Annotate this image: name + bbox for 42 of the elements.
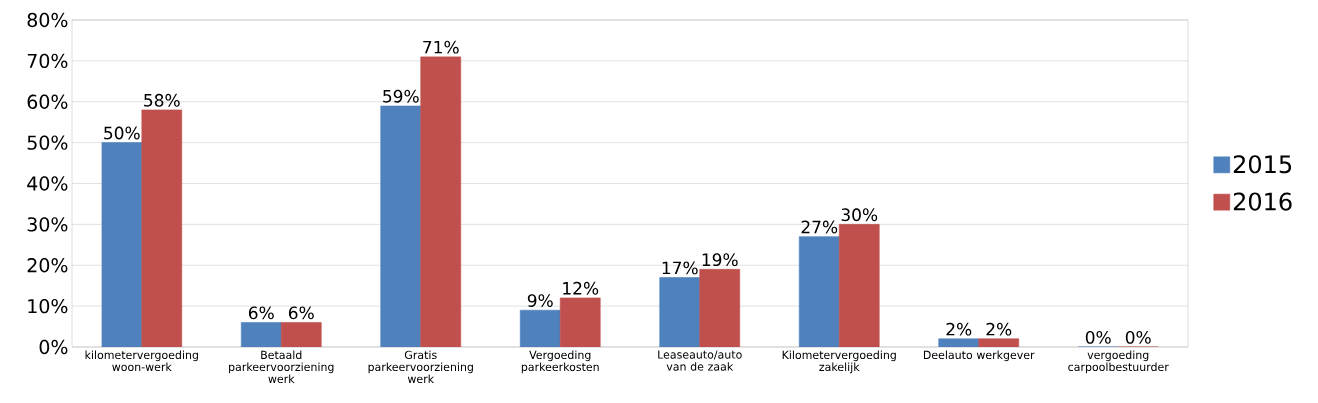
bar [798,236,840,347]
data-label: 59% [383,89,419,103]
x-tick-label: Deelauto werkgever [923,350,1035,362]
legend-label: 2015 [1233,155,1292,174]
data-label: 50% [104,126,140,140]
x-tick-label: kilometervergoeding woon-werk [85,350,198,372]
y-tick-label: 40% [27,176,68,191]
y-tick-label: 20% [27,258,68,273]
y-tick-label: 50% [27,135,68,150]
bar [659,277,701,347]
bar [101,142,143,347]
data-label: 17% [662,261,698,275]
legend-label: 2016 [1233,192,1292,211]
y-tick-label: 10% [28,298,68,314]
y-tick-label: 0% [39,339,68,355]
data-label: 0% [1085,330,1111,344]
y-tick-label: 30% [27,217,68,232]
y-tick-label: 70% [27,53,68,69]
data-label: 30% [841,208,878,222]
data-label: 6% [288,306,314,320]
bar [519,309,561,347]
x-tick-label: Betaald parkeervoorziening werk [229,350,334,384]
data-label: 19% [702,253,738,267]
y-tick-label: 60% [27,94,68,109]
bar [240,322,282,347]
bar [938,338,980,347]
data-label: 2% [946,322,972,336]
data-label: 12% [563,281,599,295]
x-tick-label: Leaseauto/auto van de zaak [658,350,742,371]
x-tick-label: Gratis parkeervoorziening werk [368,350,473,384]
data-label: 0% [1125,330,1151,344]
data-label: 2% [986,322,1012,336]
data-label: 6% [248,306,274,320]
x-tick-label: vergoeding carpoolbestuurder [1068,350,1169,374]
data-label: 58% [144,93,180,107]
data-label: 71% [423,40,459,54]
x-tick-label: Kilometervergoeding zakelijk [782,350,896,374]
y-tick-label: 80% [27,12,68,28]
data-label: 9% [527,294,553,307]
bar [380,105,422,347]
data-label: 27% [801,220,838,234]
x-tick-label: Vergoeding parkeerkosten [521,350,599,374]
